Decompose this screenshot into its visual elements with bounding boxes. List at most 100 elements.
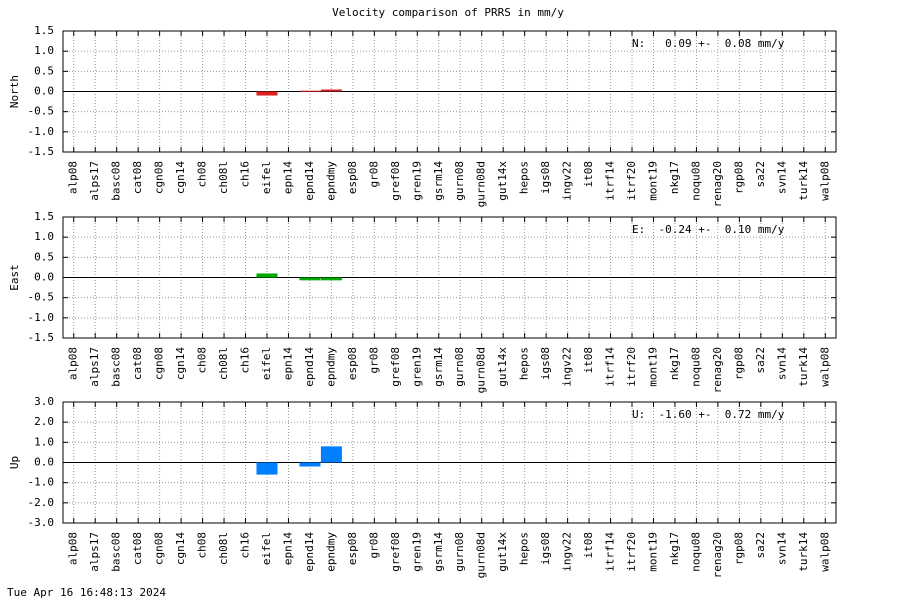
x-tick-label: alp08: [67, 532, 80, 565]
y-tick-label: 0.0: [34, 85, 54, 98]
y-tick-label: -1.0: [28, 311, 55, 324]
x-tick-label: ingv22: [561, 161, 574, 201]
y-tick-label: -1.5: [28, 331, 55, 344]
x-tick-label: ch16: [239, 532, 252, 559]
y-tick-label: 1.0: [34, 230, 54, 243]
y-tick-label: 2.0: [34, 415, 54, 428]
x-tick-label: renag20: [711, 347, 724, 393]
x-tick-label: gsrm14: [432, 532, 445, 572]
x-tick-label: ch08l: [217, 161, 230, 194]
x-tick-label: ch16: [239, 347, 252, 374]
y-tick-label: 1.5: [34, 24, 54, 37]
y-tick-label: -1.0: [28, 476, 55, 489]
bar: [299, 90, 321, 92]
x-tick-label: ch08: [196, 347, 209, 374]
y-tick-label: -0.5: [28, 291, 55, 304]
x-tick-label: gsrm14: [432, 347, 445, 387]
x-tick-label: gurn08: [453, 347, 466, 387]
x-tick-label: rgp08: [732, 161, 745, 194]
x-tick-label: cgn08: [153, 532, 166, 565]
x-tick-label: svn14: [775, 347, 788, 380]
x-tick-label: ch08: [196, 161, 209, 188]
x-tick-label: hepos: [518, 532, 531, 565]
x-tick-label: mont19: [646, 532, 659, 572]
x-tick-label: itrf20: [625, 532, 638, 572]
x-tick-label: itrf14: [604, 161, 617, 201]
x-tick-label: ch08: [196, 532, 209, 559]
x-tick-label: eifel: [260, 532, 273, 565]
x-tick-label: cat08: [131, 347, 144, 380]
x-tick-label: nkg17: [668, 161, 681, 194]
timestamp: Tue Apr 16 16:48:13 2024: [7, 586, 166, 599]
x-tick-label: gurn08: [453, 532, 466, 572]
y-tick-label: 3.0: [34, 395, 54, 408]
x-tick-label: basc08: [110, 532, 123, 572]
y-tick-label: -2.0: [28, 496, 55, 509]
x-tick-label: gurn08: [453, 161, 466, 201]
x-tick-label: ch16: [239, 161, 252, 188]
bar: [320, 446, 342, 463]
x-tick-label: alps17: [88, 347, 101, 387]
annotation: N: 0.09 +- 0.08 mm/y: [632, 37, 785, 50]
x-tick-label: igs08: [539, 347, 552, 380]
bar: [320, 277, 342, 281]
x-tick-label: nkg17: [668, 532, 681, 565]
x-tick-label: noqu08: [689, 347, 702, 387]
x-tick-label: igs08: [539, 161, 552, 194]
x-tick-label: it08: [582, 161, 595, 188]
x-tick-label: sa22: [754, 161, 767, 188]
x-tick-label: cgn14: [174, 161, 187, 194]
x-tick-label: svn14: [775, 161, 788, 194]
x-tick-label: epn14: [281, 532, 294, 565]
x-tick-label: hepos: [518, 347, 531, 380]
x-tick-label: ingv22: [561, 532, 574, 572]
bar: [299, 462, 321, 467]
annotation: U: -1.60 +- 0.72 mm/y: [632, 408, 785, 421]
x-tick-label: epnd14: [303, 161, 316, 201]
x-tick-label: epndmy: [324, 161, 337, 201]
x-tick-label: cat08: [131, 161, 144, 194]
x-tick-label: epndmy: [324, 532, 337, 572]
x-tick-label: ch08l: [217, 532, 230, 565]
x-tick-label: itrf20: [625, 161, 638, 201]
x-tick-label: turk14: [797, 532, 810, 572]
x-tick-label: gurn08d: [475, 161, 488, 207]
x-tick-label: walp08: [818, 532, 831, 572]
x-tick-label: gref08: [389, 161, 402, 201]
y-tick-label: 0.0: [34, 456, 54, 469]
x-tick-label: gut14x: [496, 161, 509, 201]
x-tick-label: cat08: [131, 532, 144, 565]
y-tick-label: 1.0: [34, 435, 54, 448]
x-tick-label: rgp08: [732, 347, 745, 380]
x-tick-label: noqu08: [689, 532, 702, 572]
bar: [320, 89, 342, 92]
plot-border: [62, 401, 837, 524]
chart-title: Velocity comparison of PRRS in mm/y: [332, 6, 564, 19]
x-tick-label: sa22: [754, 347, 767, 374]
x-tick-label: epn14: [281, 347, 294, 380]
x-tick-label: itrf14: [604, 532, 617, 572]
x-tick-label: gref08: [389, 347, 402, 387]
x-tick-label: walp08: [818, 347, 831, 387]
x-tick-label: ch08l: [217, 347, 230, 380]
x-tick-label: alp08: [67, 161, 80, 194]
y-tick-label: -3.0: [28, 516, 55, 529]
x-tick-label: renag20: [711, 161, 724, 207]
bar: [299, 277, 321, 281]
y-tick-label: 0.5: [34, 250, 54, 263]
x-tick-label: epn14: [281, 161, 294, 194]
x-tick-label: cgn08: [153, 161, 166, 194]
x-tick-label: ingv22: [561, 347, 574, 387]
x-tick-label: basc08: [110, 347, 123, 387]
annotation: E: -0.24 +- 0.10 mm/y: [632, 223, 785, 236]
bar: [256, 91, 278, 96]
x-tick-label: alp08: [67, 347, 80, 380]
x-tick-label: epnd14: [303, 347, 316, 387]
y-tick-label: 0.5: [34, 64, 54, 77]
x-tick-label: renag20: [711, 532, 724, 578]
x-tick-label: eifel: [260, 347, 273, 380]
x-tick-label: mont19: [646, 161, 659, 201]
x-tick-label: esp08: [346, 532, 359, 565]
x-tick-label: epndmy: [324, 347, 337, 387]
